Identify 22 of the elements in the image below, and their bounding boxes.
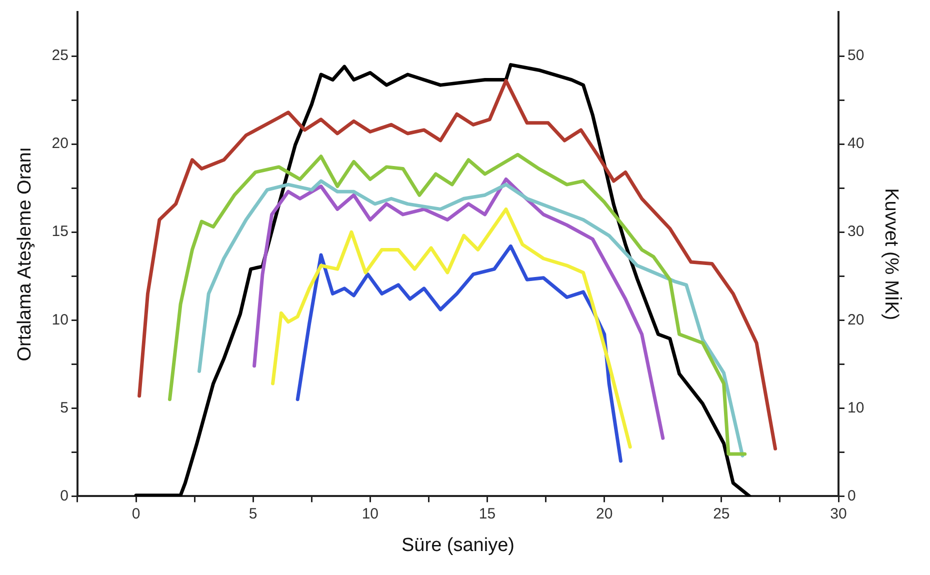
y-tick-label: 15 <box>52 223 68 240</box>
y-tick-label: 5 <box>60 399 68 416</box>
x-tick-label: 15 <box>478 505 496 522</box>
y2-tick-label: 50 <box>848 47 864 64</box>
x-tick-label: 20 <box>596 505 613 522</box>
y2-tick-label: 30 <box>848 223 864 240</box>
y2-tick-label: 10 <box>848 399 864 416</box>
y-tick-label: 10 <box>52 311 68 328</box>
y2-tick-label: 20 <box>848 311 864 328</box>
y-tick-label: 20 <box>52 135 68 152</box>
y2-tick-label: 0 <box>848 487 856 504</box>
x-tick-label: 25 <box>713 505 730 522</box>
y2-tick-label: 40 <box>848 135 864 152</box>
x-axis-title: Süre (saniye) <box>402 534 514 556</box>
x-tick-label: 0 <box>132 505 140 522</box>
y-tick-label: 25 <box>52 47 68 64</box>
x-tick-label: 5 <box>248 505 258 522</box>
x-tick-label: 30 <box>830 505 847 522</box>
y-axis-title: Ortalama Ateşleme Oranı <box>14 146 36 362</box>
y2-axis-title: Kuvvet (% MİK) <box>880 188 902 320</box>
y-tick-label: 0 <box>60 487 68 504</box>
x-tick-label: 10 <box>362 505 379 522</box>
